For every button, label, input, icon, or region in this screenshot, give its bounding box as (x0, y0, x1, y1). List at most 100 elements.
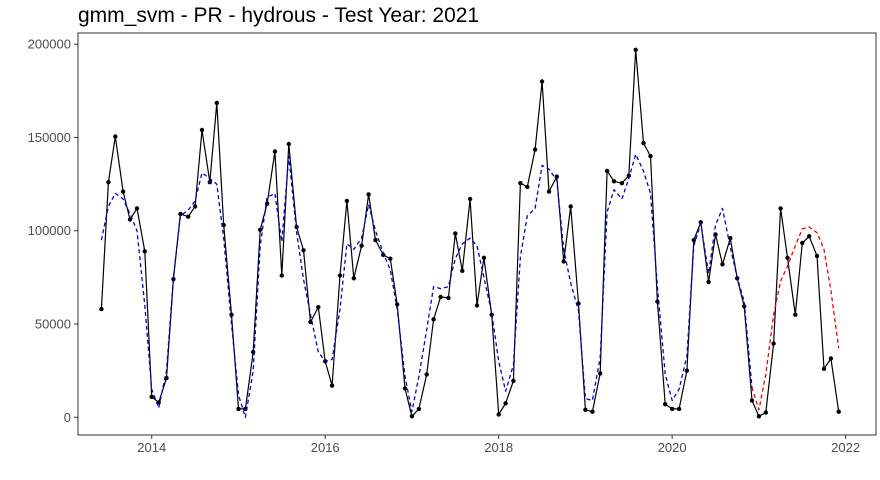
data-point (301, 248, 306, 253)
data-point (120, 189, 126, 194)
data-point (236, 406, 241, 412)
x-tick-label: 2018 (484, 440, 513, 455)
data-point (532, 147, 538, 152)
data-point (785, 255, 790, 260)
data-point (229, 312, 234, 317)
data-point (199, 127, 205, 133)
data-point (272, 149, 278, 154)
actual-series-line (100, 49, 840, 417)
data-point (728, 236, 733, 241)
data-point (604, 168, 610, 174)
data-point (554, 174, 559, 179)
data-point (286, 141, 291, 147)
data-point (670, 406, 675, 412)
data-point (409, 414, 415, 419)
forecast-series-line (751, 226, 840, 411)
data-point (821, 366, 827, 371)
data-point (186, 214, 191, 219)
data-point (373, 237, 378, 243)
data-point (467, 196, 473, 202)
data-point (496, 412, 501, 417)
data-point (633, 47, 638, 52)
data-point (481, 255, 487, 260)
data-point (807, 234, 812, 239)
data-point (648, 153, 653, 159)
data-point (568, 204, 573, 209)
data-point (546, 189, 552, 194)
data-point (113, 134, 118, 139)
data-point (308, 319, 313, 325)
data-point (749, 398, 755, 403)
data-point (149, 394, 154, 399)
data-point (778, 206, 783, 211)
data-point (619, 181, 625, 186)
data-point (366, 192, 371, 197)
data-point (416, 406, 422, 412)
data-point (663, 402, 668, 407)
data-point (720, 262, 725, 267)
data-point (793, 312, 798, 317)
data-point (446, 295, 451, 301)
data-point (359, 243, 364, 248)
data-point (142, 249, 147, 254)
data-point (676, 406, 682, 412)
data-point (279, 273, 284, 278)
data-point (207, 180, 212, 185)
y-tick-label: 150000 (28, 130, 71, 145)
data-point (395, 302, 400, 307)
data-point (539, 79, 545, 84)
data-point (99, 306, 104, 312)
data-point (684, 368, 690, 373)
data-point (561, 259, 566, 264)
data-point (814, 253, 820, 259)
data-point (424, 372, 429, 377)
plot-layer (99, 47, 841, 419)
data-point (127, 217, 133, 222)
data-point (134, 206, 140, 211)
data-point (388, 256, 393, 261)
plot-panel (77, 32, 877, 436)
data-point (329, 383, 335, 388)
data-point (691, 237, 696, 243)
data-point (641, 140, 646, 146)
data-point (438, 294, 443, 300)
data-point (828, 356, 834, 361)
y-tick-label: 50000 (35, 317, 71, 332)
data-point (460, 268, 465, 273)
data-point (698, 220, 703, 225)
x-tick-label: 2016 (311, 440, 340, 455)
data-point (316, 305, 321, 310)
data-point (453, 231, 458, 236)
data-point (763, 410, 768, 415)
data-point (431, 317, 436, 322)
data-point (351, 276, 356, 281)
x-tick-label: 2020 (658, 440, 687, 455)
x-tick-label: 2014 (137, 440, 166, 455)
data-point (706, 279, 711, 285)
data-point (402, 386, 408, 391)
data-point (583, 407, 588, 412)
y-tick-label: 100000 (28, 223, 71, 238)
data-point (474, 303, 480, 308)
y-tick-label: 0 (64, 410, 71, 425)
data-point (381, 252, 386, 258)
x-tick-label: 2022 (831, 440, 860, 455)
data-point (756, 414, 762, 419)
data-point (611, 179, 617, 184)
y-tick-label: 200000 (28, 37, 71, 52)
data-point (344, 198, 350, 204)
data-point (214, 100, 219, 106)
data-point (800, 240, 805, 246)
data-point (836, 409, 841, 414)
data-point (503, 401, 508, 406)
data-point (518, 181, 523, 186)
fitted-series-line (100, 153, 753, 418)
data-point (511, 378, 516, 384)
chart-title: gmm_svm - PR - hydrous - Test Year: 2021 (78, 4, 479, 27)
data-point (590, 409, 595, 414)
data-point (771, 341, 776, 346)
data-point (178, 211, 183, 217)
data-point (742, 304, 747, 309)
data-point (525, 184, 530, 190)
axis-layer: 0 50000 100000 150000 200000 2014 2016 2018 2020… (28, 37, 860, 455)
